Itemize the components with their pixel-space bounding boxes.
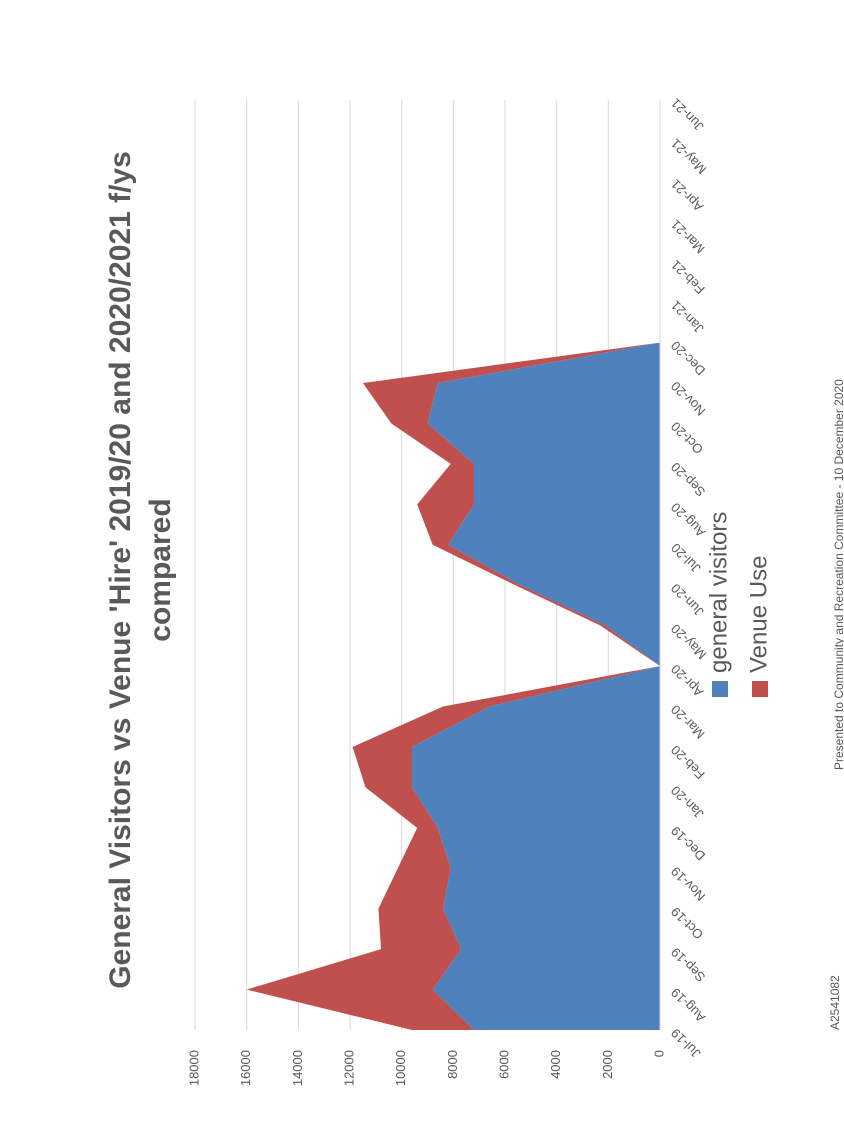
x-tick-label: Mar-21 [668,217,708,257]
y-tick-label: 18000 [186,1050,201,1086]
x-tick-label: Aug-19 [668,985,708,1025]
legend-swatch [752,681,768,697]
x-tick-label: Jan-20 [668,783,707,822]
x-tick-label: Jun-20 [668,581,707,620]
x-tick-label: Jul-19 [668,1025,704,1061]
y-tick-label: 2000 [600,1050,615,1079]
x-tick-label: Oct-19 [668,904,706,942]
y-tick-label: 8000 [445,1050,460,1079]
y-tick-label: 10000 [393,1050,408,1086]
area [246,342,660,1030]
x-tick-label: Jun-21 [668,95,707,134]
legend-swatch [712,681,728,697]
x-tick-label: Mar-20 [668,702,708,742]
y-tick-label: 0 [651,1050,666,1057]
x-tick-label: Sep-20 [668,459,708,499]
x-tick-label: Nov-19 [668,864,708,904]
area [412,342,660,1030]
y-tick-label: 12000 [341,1050,356,1086]
x-tick-label: Oct-20 [668,419,706,457]
footer-center: Presented to Community and Recreation Co… [832,379,844,770]
y-tick-label: 16000 [238,1050,253,1086]
x-tick-label: Nov-20 [668,378,708,418]
rotated-chart: General Visitors vs Venue 'Hire' 2019/20… [104,95,844,1086]
x-tick-label: Aug-20 [668,500,708,540]
x-tick-label: Feb-20 [668,742,708,782]
legend-label: general visitors [705,512,732,673]
x-tick-label: Apr-21 [668,176,706,214]
x-tick-label: Dec-20 [668,338,708,378]
x-tick-label: Dec-19 [668,823,708,863]
y-tick-label: 4000 [548,1050,563,1079]
legend-label: Venue Use [745,556,772,673]
x-tick-label: Jul-20 [668,540,704,576]
x-tick-label: Apr-20 [668,662,706,700]
footer-left: A2541082 [828,975,842,1030]
chart-title-1: General Visitors vs Venue 'Hire' 2019/20… [104,151,177,989]
y-tick-label: 6000 [496,1050,511,1079]
y-tick-label: 14000 [290,1050,305,1086]
x-tick-label: Jan-21 [668,298,707,337]
x-tick-label: May-20 [668,621,709,662]
x-tick-label: Sep-19 [668,945,708,985]
x-tick-label: May-21 [668,136,709,177]
x-tick-label: Feb-21 [668,257,708,297]
